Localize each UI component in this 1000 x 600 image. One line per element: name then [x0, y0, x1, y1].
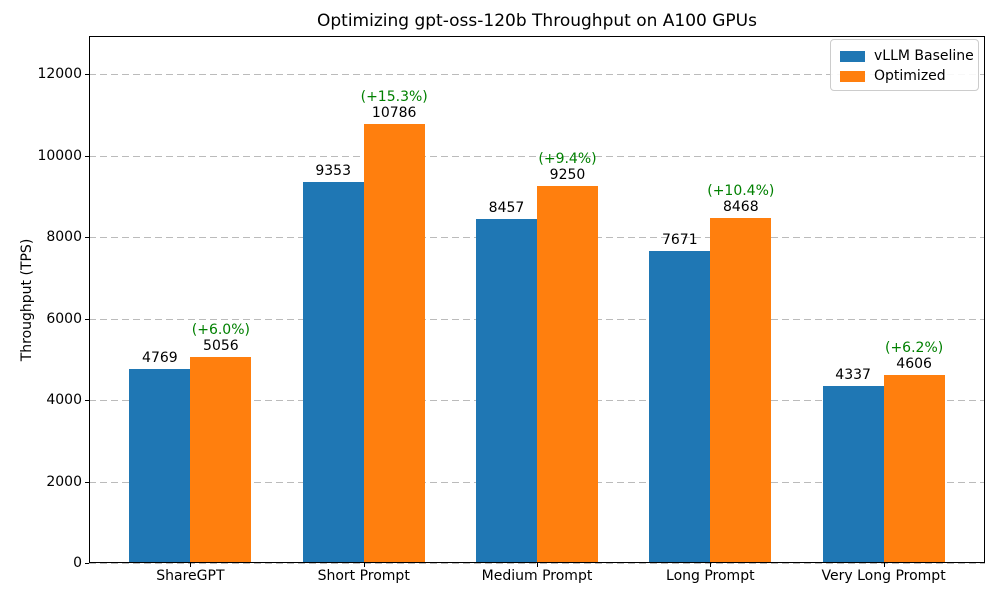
gridline-10000: [89, 155, 985, 157]
bar-value-label: 4606: [896, 356, 932, 373]
x-tick-label-very-long-prompt: Very Long Prompt: [821, 568, 946, 584]
bar-vllm-baseline-medium-prompt: [476, 218, 537, 563]
improvement-label: (+9.4%): [538, 151, 597, 168]
x-tick-mark: [190, 563, 192, 567]
bar-value-label: 10786: [371, 104, 417, 121]
legend: vLLM Baseline Optimized: [830, 39, 979, 91]
y-tick-label: 12000: [37, 66, 82, 83]
bar-optimized-short-prompt: [363, 123, 425, 563]
bar-value-label: 4769: [142, 349, 178, 366]
bar-vllm-baseline-long-prompt: [649, 250, 711, 563]
y-tick-mark: [85, 74, 89, 76]
x-tick-mark: [883, 563, 885, 567]
y-tick-label: 4000: [46, 392, 82, 409]
y-tick-mark: [85, 400, 89, 402]
bar-optimized-long-prompt: [710, 218, 772, 563]
improvement-label: (+10.4%): [707, 183, 775, 200]
y-tick-label: 2000: [46, 473, 82, 490]
legend-swatch-optimized-icon: [840, 70, 865, 82]
bar-value-label: 7671: [661, 231, 698, 248]
x-tick-label-sharegpt: ShareGPT: [156, 568, 225, 584]
y-tick-mark: [85, 563, 89, 564]
bar-value-label: 8457: [488, 199, 525, 216]
y-tick-mark: [85, 481, 89, 483]
bar-optimized-sharegpt: [190, 357, 252, 563]
legend-label-optimized: Optimized: [874, 68, 946, 84]
y-tick-label: 8000: [46, 229, 82, 246]
bar-vllm-baseline-short-prompt: [302, 182, 364, 563]
y-tick-label: 0: [73, 555, 82, 571]
bar-optimized-very-long-prompt: [883, 375, 945, 563]
y-tick-mark: [85, 318, 89, 320]
chart-title: Optimizing gpt-oss-120b Throughput on A1…: [317, 11, 757, 31]
x-tick-mark: [537, 563, 538, 567]
x-tick-label-medium-prompt: Medium Prompt: [481, 568, 593, 584]
improvement-label: (+6.0%): [191, 322, 250, 339]
bar-value-label: 5056: [203, 338, 239, 355]
bar-vllm-baseline-sharegpt: [129, 368, 191, 563]
improvement-label: (+6.2%): [884, 340, 944, 357]
legend-swatch-baseline-icon: [840, 50, 865, 62]
y-tick-mark: [85, 237, 89, 239]
legend-label-baseline: vLLM Baseline: [874, 48, 974, 64]
gridline-12000: [89, 74, 985, 76]
x-tick-mark: [710, 563, 712, 567]
x-tick-mark: [363, 563, 365, 567]
y-tick-mark: [85, 155, 89, 157]
bar-optimized-medium-prompt: [537, 186, 598, 563]
x-tick-label-long-prompt: Long Prompt: [666, 568, 755, 584]
y-tick-label: 6000: [46, 310, 82, 327]
bar-value-label: 4337: [835, 367, 871, 384]
y-tick-label: 10000: [37, 147, 82, 164]
bar-value-label: 8468: [722, 199, 759, 216]
bar-value-label: 9353: [315, 163, 352, 180]
legend-row-baseline: vLLM Baseline: [840, 46, 974, 66]
x-tick-label-short-prompt: Short Prompt: [317, 568, 410, 584]
legend-row-optimized: Optimized: [840, 66, 970, 86]
improvement-label: (+15.3%): [360, 88, 428, 105]
bar-value-label: 9250: [549, 167, 586, 184]
y-axis-label: Throughput (TPS): [19, 238, 35, 362]
bar-vllm-baseline-very-long-prompt: [822, 386, 884, 563]
